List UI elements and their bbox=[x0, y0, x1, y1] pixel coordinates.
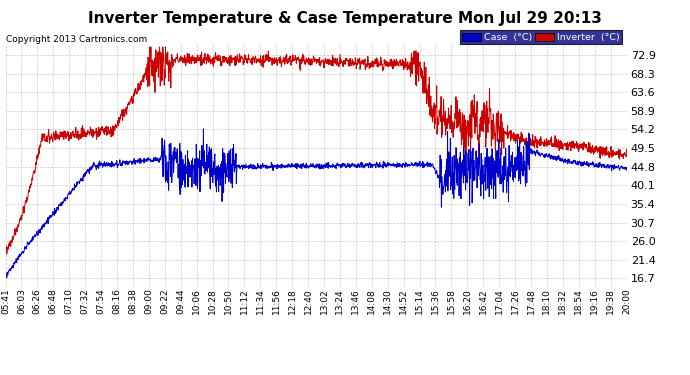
Text: Copyright 2013 Cartronics.com: Copyright 2013 Cartronics.com bbox=[6, 35, 147, 44]
Text: Inverter Temperature & Case Temperature Mon Jul 29 20:13: Inverter Temperature & Case Temperature … bbox=[88, 11, 602, 26]
Legend: Case  (°C), Inverter  (°C): Case (°C), Inverter (°C) bbox=[460, 30, 622, 44]
